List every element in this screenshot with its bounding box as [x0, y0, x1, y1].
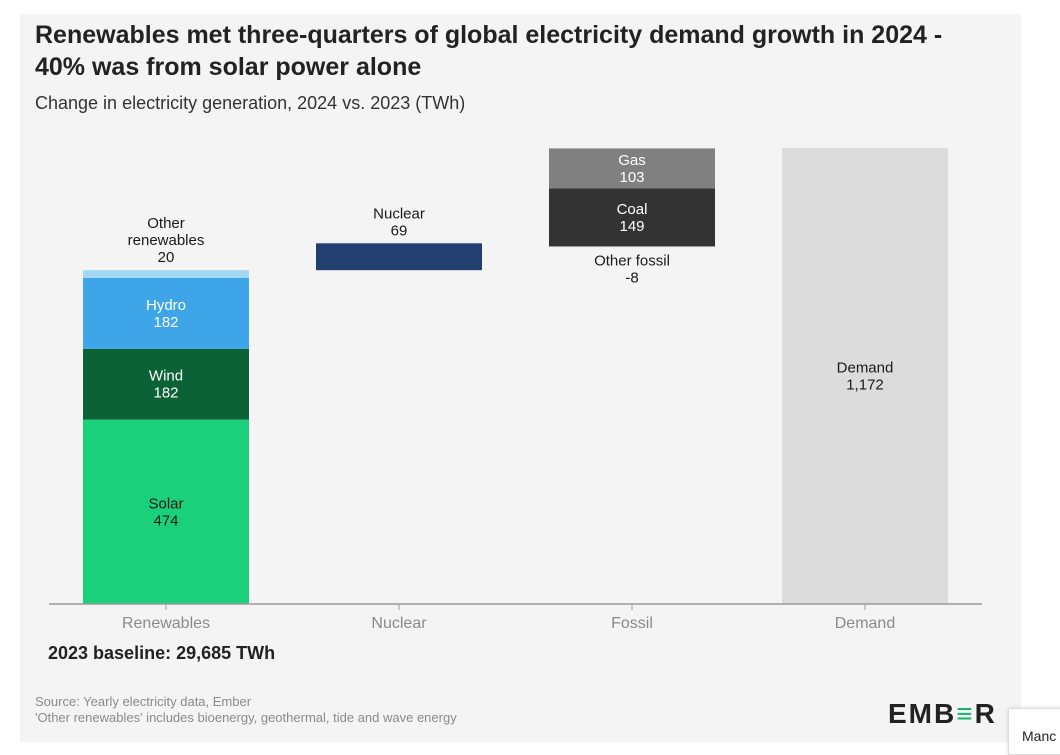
- labels-layer: Solar474Wind182Hydro182Otherrenewables20…: [128, 152, 894, 529]
- data-label-name-solar: Solar: [148, 495, 183, 512]
- logo-text: EMB: [888, 698, 957, 729]
- data-label-value-gas: 103: [619, 169, 644, 186]
- data-label-value-hydro: 182: [153, 314, 178, 331]
- data-label-name-wind: Wind: [149, 368, 183, 385]
- side-tab[interactable]: Manc: [1008, 708, 1060, 755]
- bar-hydro: [83, 277, 249, 349]
- chart-card: Renewables met three-quarters of global …: [20, 14, 1021, 742]
- bar-other-renewables: [83, 270, 249, 278]
- data-label-name-gas: Gas: [618, 152, 646, 169]
- ticks-layer: Renewables Nuclear Fossil Demand: [122, 604, 895, 632]
- data-label-value-nuclear: 69: [391, 222, 408, 239]
- side-tab-label: Manc: [1022, 728, 1057, 744]
- x-tick-label-demand: Demand: [835, 615, 895, 632]
- waterfall-chart: Solar474Wind182Hydro182Otherrenewables20…: [49, 148, 982, 632]
- source-line: Source: Yearly electricity data, Ember: [35, 694, 252, 709]
- baseline-note: 2023 baseline: 29,685 TWh: [48, 643, 276, 663]
- source-note: Source: Yearly electricity data, Ember '…: [35, 694, 457, 726]
- data-label-name-demand: Demand: [837, 360, 894, 377]
- x-tick-label-nuclear: Nuclear: [371, 615, 427, 632]
- bar-wind: [83, 348, 249, 420]
- data-label-value-demand: 1,172: [846, 377, 884, 394]
- data-label-name-other-renewables: renewables: [128, 232, 205, 249]
- logo-e-mark: ≡: [956, 698, 975, 729]
- logo-text: R: [974, 698, 997, 729]
- bar-coal: [549, 188, 715, 247]
- chart-subtitle: Change in electricity generation, 2024 v…: [35, 93, 466, 113]
- data-label-name-other-fossil: Other fossil: [594, 252, 670, 269]
- bar-gas: [549, 148, 715, 189]
- data-label-value-other-fossil: -8: [625, 269, 638, 286]
- data-label-name-other-renewables: Other: [147, 215, 185, 232]
- bar-solar: [83, 419, 249, 604]
- ember-logo: EMB≡R: [888, 698, 997, 730]
- bar-demand: [782, 148, 948, 604]
- data-label-value-solar: 474: [153, 512, 178, 529]
- data-label-name-nuclear: Nuclear: [373, 205, 425, 222]
- data-label-value-coal: 149: [619, 218, 644, 235]
- data-label-value-other-renewables: 20: [158, 249, 175, 266]
- data-label-name-coal: Coal: [617, 201, 648, 218]
- source-line: 'Other renewables' includes bioenergy, g…: [35, 710, 457, 725]
- x-tick-label-renewables: Renewables: [122, 615, 210, 632]
- data-label-name-hydro: Hydro: [146, 297, 186, 314]
- bars-layer: [83, 148, 948, 604]
- bar-nuclear: [316, 243, 482, 271]
- chart-title: Renewables met three-quarters of global …: [35, 21, 943, 81]
- data-label-value-wind: 182: [153, 385, 178, 402]
- x-tick-label-fossil: Fossil: [611, 615, 653, 632]
